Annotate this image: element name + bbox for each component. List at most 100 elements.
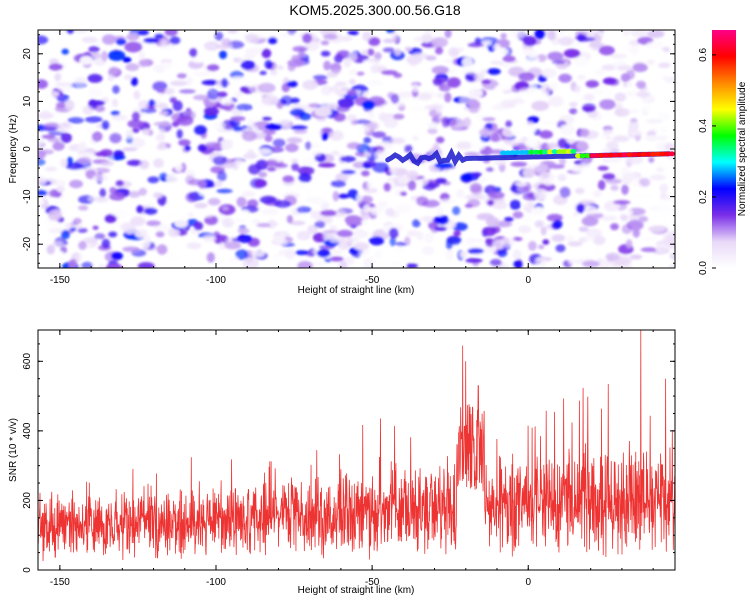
spectrogram-x-tick-label: 0: [525, 275, 531, 286]
spectrogram-cell: [221, 78, 228, 88]
spectrogram-cell: [578, 226, 589, 232]
spectrogram-cell: [169, 36, 181, 45]
spectrogram-cell: [158, 45, 176, 50]
spectrogram-cell: [573, 95, 587, 100]
spectrogram-cell: [206, 252, 215, 263]
snr-x-tick-label: -150: [50, 577, 70, 588]
spectrogram-cell: [558, 36, 574, 46]
spectrogram-cell: [342, 237, 360, 243]
spectrogram-cell: [267, 167, 277, 172]
spectrogram-cell: [394, 203, 412, 214]
spectrogram-cell: [81, 36, 98, 43]
spectrogram-cell: [99, 188, 106, 198]
spectrogram-cell: [366, 146, 378, 154]
spectrogram-cell: [256, 223, 273, 228]
spectrogram-cell: [487, 191, 505, 200]
spectrogram-cell: [267, 37, 278, 45]
spectrogram-cell: [78, 240, 87, 250]
spectrogram-cell: [566, 235, 574, 243]
spectrogram-cell: [133, 90, 141, 100]
spectrogram-cell: [312, 75, 328, 80]
spectrogram-cell: [55, 102, 67, 109]
spectrogram-cell: [360, 170, 370, 177]
spectrogram-cell: [598, 45, 615, 56]
spectrogram-cell: [198, 188, 216, 197]
spectrogram-cell: [390, 137, 406, 144]
spectrogram-cell: [382, 38, 395, 44]
signal-trace-cell: [621, 152, 629, 158]
spectrogram-cell: [332, 69, 341, 74]
spectrogram-cell: [592, 88, 604, 96]
spectrogram-cell: [655, 50, 666, 59]
spectrogram-cell: [184, 145, 191, 152]
spectrogram-cell: [664, 134, 675, 144]
spectrogram-cell: [655, 243, 669, 254]
spectrogram-cell: [77, 144, 88, 152]
snr-x-axis-label: Height of straight line (km): [298, 585, 415, 596]
spectrogram-cell: [622, 172, 638, 182]
spectrogram-cell: [344, 215, 362, 225]
spectrogram-cell: [107, 50, 126, 61]
spectrogram-cell: [502, 55, 516, 63]
spectrogram-cell: [264, 134, 273, 142]
spectrogram-cell: [131, 128, 140, 133]
spectrogram-cell: [105, 263, 123, 268]
spectrogram-cell: [54, 30, 67, 36]
spectrogram-cell: [361, 49, 369, 55]
spectrogram-cell: [630, 254, 643, 260]
spectrogram-cell: [362, 163, 372, 169]
spectrogram-cell: [494, 85, 512, 91]
spectrogram-cell: [542, 177, 554, 186]
spectrogram-cell: [168, 228, 180, 238]
spectrogram-cell: [331, 150, 340, 156]
spectrogram-cell: [333, 112, 346, 122]
spectrogram-cell: [647, 30, 665, 38]
spectrogram-cell: [462, 117, 472, 128]
spectrogram-cell: [318, 170, 331, 179]
spectrogram-cell: [122, 57, 132, 63]
spectrogram-cell: [61, 230, 70, 240]
spectrogram-cell: [254, 179, 267, 188]
spectrogram-cell: [625, 239, 633, 249]
spectrogram-cell: [404, 46, 412, 52]
spectrogram-cell: [304, 40, 320, 51]
spectrogram-cell: [113, 150, 125, 157]
spectrogram-cell: [115, 180, 125, 187]
spectrogram-cell: [304, 187, 312, 196]
spectrogram-y-axis-label: Frequency (Hz): [8, 115, 19, 184]
spectrogram-cell: [234, 91, 243, 98]
spectrogram-cell: [316, 249, 331, 258]
spectrogram-cell: [367, 111, 375, 120]
spectrogram-cell: [543, 91, 550, 98]
signal-trace-cell: [635, 152, 643, 157]
spectrogram-cell: [560, 124, 575, 136]
spectrogram-cell: [593, 235, 606, 246]
signal-trace-cell: [640, 152, 647, 157]
spectrogram-cell: [425, 55, 437, 61]
spectrogram-cell: [432, 115, 440, 125]
spectrogram-cell: [622, 30, 631, 36]
spectrogram-cell: [374, 149, 389, 161]
signal-trace-cell: [575, 153, 582, 159]
spectrogram-cell: [329, 238, 345, 244]
spectrogram-cell: [638, 216, 649, 223]
colorbar-ticks: 0.0 0.2 0.4 0.6: [698, 47, 716, 275]
spectrogram-cell: [522, 35, 537, 47]
spectrogram-cell: [257, 82, 276, 93]
spectrogram-cell: [108, 231, 118, 238]
spectrogram-cell: [364, 187, 378, 194]
spectrogram-cell: [242, 153, 258, 159]
signal-trace-cell: [649, 151, 657, 157]
spectrogram-cell: [261, 208, 280, 216]
spectrogram-cell: [490, 60, 504, 66]
spectrogram-cell: [465, 237, 476, 244]
spectrogram-cell: [628, 207, 646, 216]
spectrogram-cell: [262, 111, 281, 117]
spectrogram-cell: [610, 223, 619, 231]
spectrogram-cell: [482, 41, 493, 46]
spectrogram-cell: [79, 55, 93, 65]
spectrogram-cell: [455, 47, 464, 52]
spectrogram-cell: [305, 141, 312, 150]
spectrogram-cell: [473, 72, 485, 81]
spectrogram-cell: [197, 144, 207, 152]
